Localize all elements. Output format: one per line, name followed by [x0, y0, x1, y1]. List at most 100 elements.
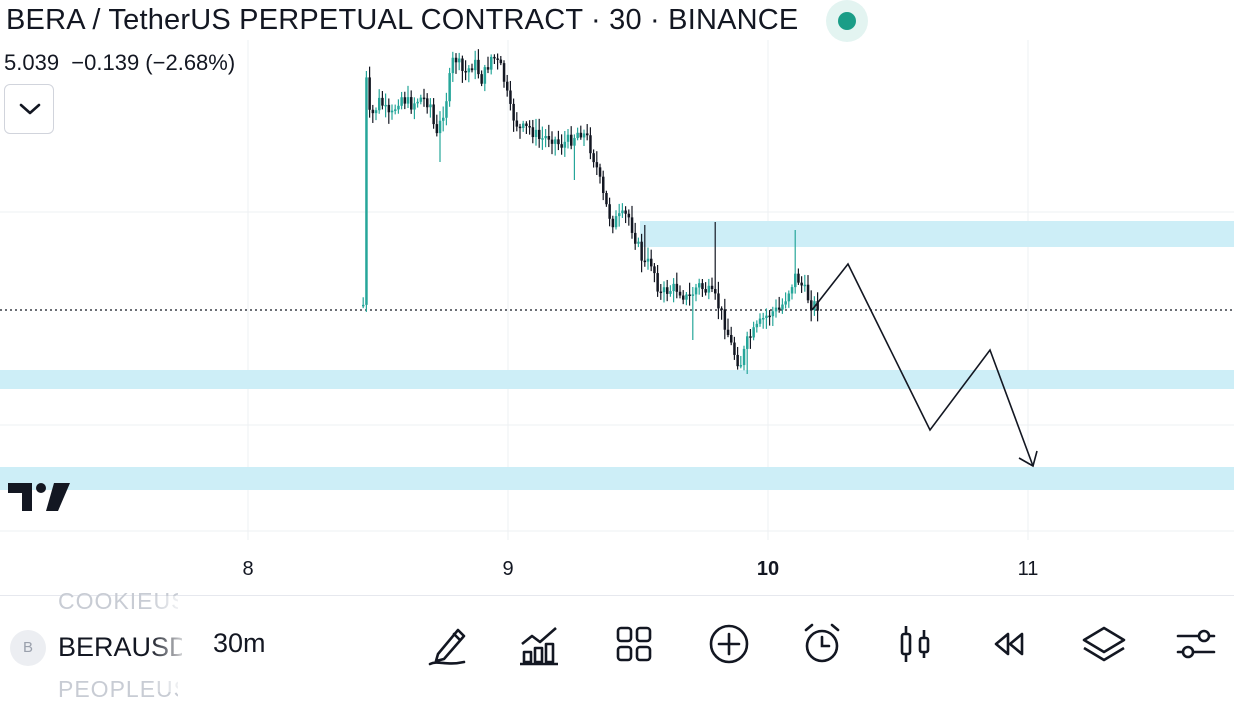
candle-body — [438, 120, 442, 134]
candle-body — [755, 323, 759, 328]
symbol-badge: B — [10, 630, 46, 666]
candle-body — [541, 138, 544, 140]
candle-body — [816, 301, 819, 311]
candle-body — [458, 58, 461, 63]
candle-body — [550, 139, 554, 144]
chart-area[interactable]: BERA / TetherUS PERPETUAL CONTRACT · 30 … — [0, 0, 1234, 596]
candle-body — [589, 135, 592, 154]
candle-body — [662, 287, 666, 293]
candle-body — [675, 283, 679, 292]
candle-body — [394, 109, 397, 111]
x-tick: 8 — [242, 558, 254, 580]
candle-body — [714, 289, 717, 294]
candle-body — [611, 218, 615, 228]
candle-body — [778, 307, 781, 310]
candle-body — [454, 57, 458, 63]
layers-icon[interactable] — [1080, 620, 1128, 668]
candles-icon[interactable] — [892, 620, 940, 668]
candle-body — [493, 56, 496, 59]
candle-body — [602, 176, 605, 194]
candle-body — [368, 77, 371, 110]
candle-body — [557, 139, 560, 145]
candle-body — [790, 287, 794, 294]
candle-body — [474, 59, 477, 71]
candle-body — [381, 97, 384, 106]
candle-body — [470, 68, 474, 71]
candle-body — [419, 97, 423, 102]
candle-body — [378, 97, 381, 111]
candle-body — [736, 354, 739, 367]
candle-body — [461, 58, 464, 71]
candle-body — [416, 101, 419, 104]
candle-body — [422, 97, 426, 100]
candle-body — [720, 308, 723, 310]
candle-body — [749, 336, 752, 338]
candle-body — [803, 284, 807, 287]
candles — [362, 49, 819, 374]
support-zone-1 — [0, 370, 1234, 389]
candle-body — [435, 124, 439, 134]
candle-body — [717, 293, 720, 309]
candle-body — [694, 287, 698, 295]
candle-body — [592, 153, 595, 163]
candle-body — [659, 291, 663, 294]
candle-body — [682, 295, 685, 300]
candle-body — [739, 365, 743, 367]
indicators-icon[interactable] — [516, 620, 564, 668]
candle-body — [595, 162, 599, 168]
candle-body — [797, 273, 800, 283]
candle-body — [506, 81, 509, 91]
candle-body — [534, 129, 538, 138]
candle-body — [528, 125, 531, 128]
price-chart[interactable] — [0, 0, 1234, 596]
layout-grid-icon[interactable] — [610, 620, 658, 668]
candle-body — [477, 59, 480, 75]
candle-body — [768, 315, 771, 318]
candle-body — [426, 98, 429, 108]
candle-body — [771, 311, 775, 317]
projection-arrowhead — [1018, 450, 1038, 468]
candle-body — [451, 57, 455, 74]
candle-body — [483, 67, 487, 84]
candle-body — [413, 103, 416, 110]
symbol-title[interactable]: BERA / TetherUS PERPETUAL CONTRACT · 30 … — [6, 4, 799, 36]
candle-body — [691, 294, 695, 296]
candle-body — [490, 56, 493, 70]
candle-body — [547, 136, 551, 140]
candle-body — [605, 193, 608, 205]
candle-body — [502, 63, 506, 82]
chevron-down-icon — [19, 103, 41, 115]
candle-body — [467, 68, 471, 73]
candle-body — [560, 144, 563, 148]
settings-icon[interactable] — [1172, 620, 1220, 668]
candle-body — [397, 105, 400, 110]
market-status-icon[interactable] — [826, 0, 868, 42]
candle-body — [566, 134, 570, 142]
candle-body — [544, 136, 547, 139]
candle-body — [650, 258, 653, 267]
candle-body — [787, 293, 791, 302]
candle-body — [627, 213, 631, 218]
resistance-zone — [640, 221, 1234, 247]
support-zone-2 — [0, 467, 1234, 490]
replay-icon[interactable] — [986, 620, 1034, 668]
candle-body — [576, 132, 579, 139]
candle-body — [432, 104, 435, 125]
candle-body — [746, 336, 749, 349]
interval-button[interactable]: 30m — [213, 628, 266, 658]
collapse-legend-button[interactable] — [4, 84, 54, 134]
candle-body — [762, 317, 765, 320]
candle-body — [464, 70, 467, 73]
draw-icon[interactable] — [424, 620, 472, 668]
candle-body — [704, 289, 707, 293]
alert-icon[interactable] — [798, 620, 846, 668]
candle-body — [765, 315, 768, 318]
candle-body — [678, 291, 682, 296]
candle-body — [618, 213, 621, 217]
candle-body — [390, 110, 394, 113]
bottom-toolbar: COOKIEUSDT B BERAUSDT PEOPLEUSDT 30m — [0, 588, 1234, 702]
candle-body — [374, 110, 378, 114]
candle-body — [643, 260, 647, 263]
candle-body — [582, 133, 586, 138]
add-icon[interactable] — [705, 620, 753, 668]
